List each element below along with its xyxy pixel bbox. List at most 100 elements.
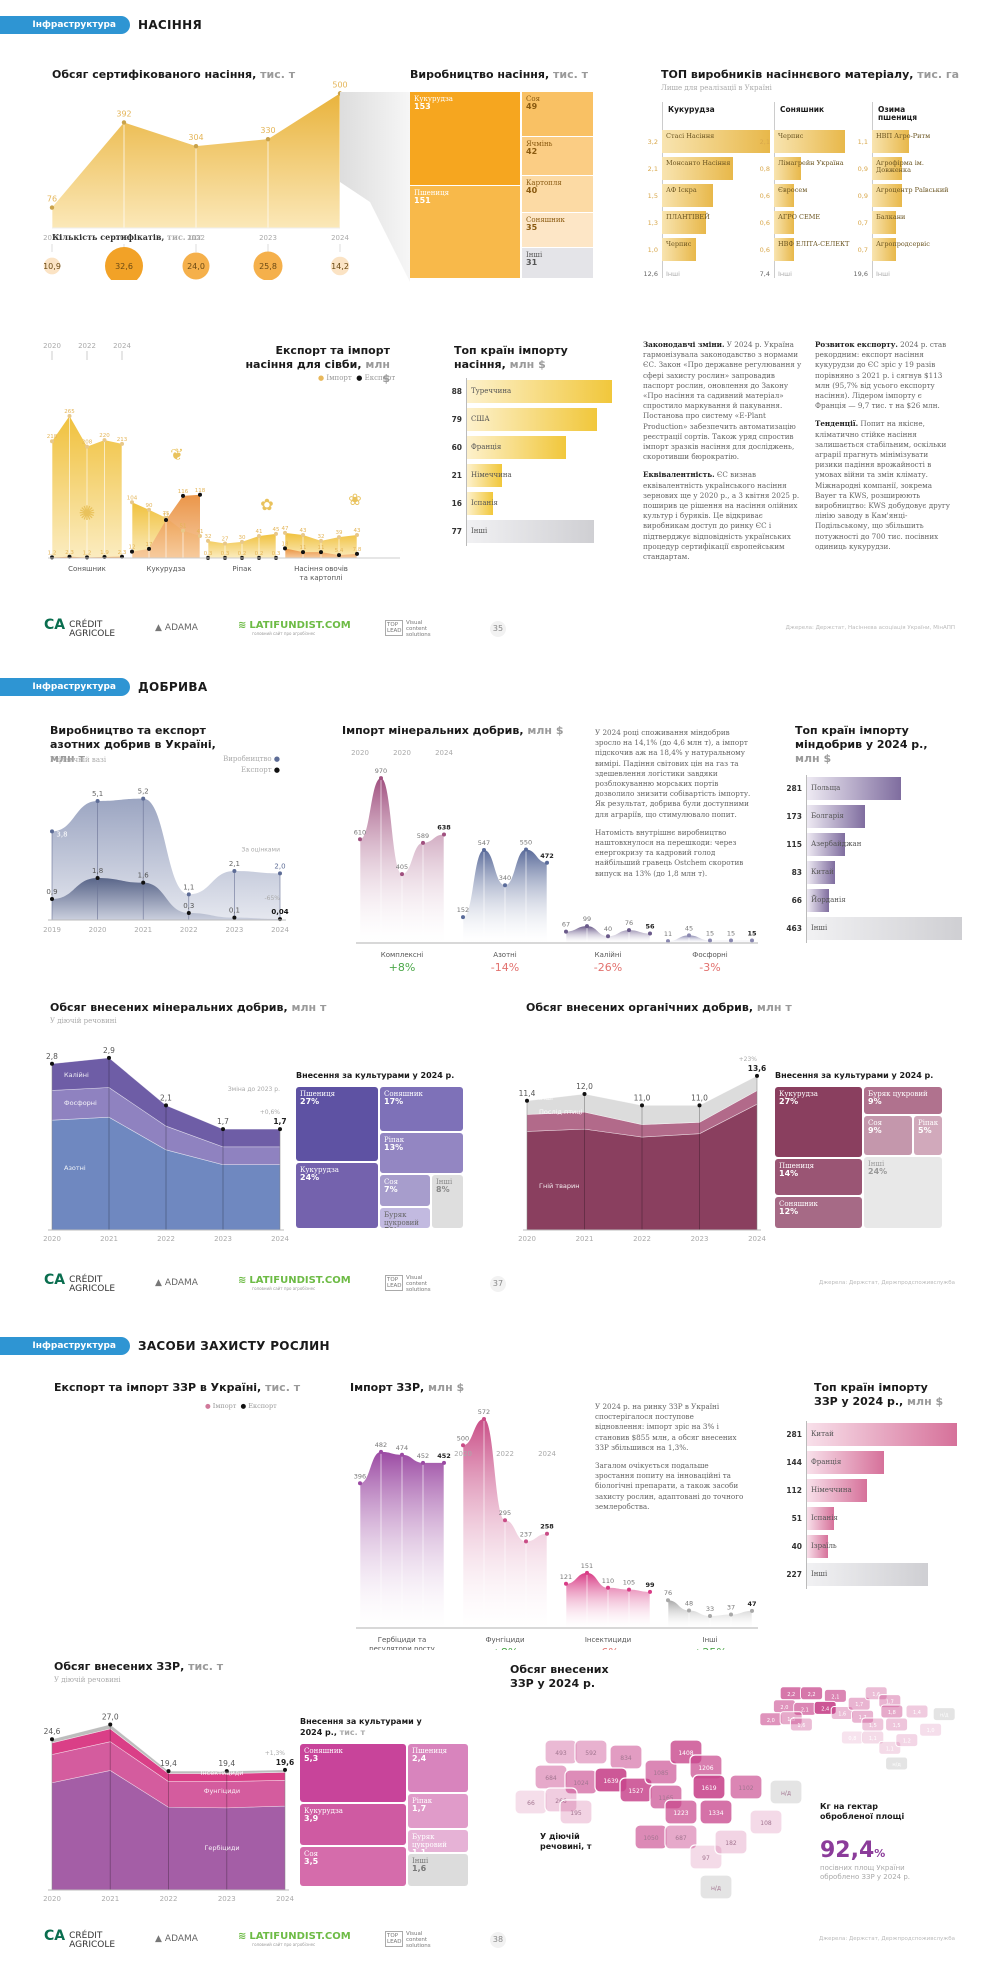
certificate-bubble — [253, 251, 283, 280]
data-label: 452 — [417, 1452, 429, 1460]
funnel-decoration — [340, 92, 410, 282]
import-label: 32 — [318, 534, 325, 540]
kg-map-region-value: 1,1 — [869, 1736, 877, 1742]
section-tag: Інфраструктура — [0, 16, 130, 34]
data-point — [482, 1417, 486, 1421]
import-point — [206, 538, 210, 543]
export-label: 0,2 — [238, 551, 247, 557]
bar-label: Інші — [811, 1570, 828, 1578]
title-unit: млн $ — [527, 724, 564, 737]
total-label: 11,4 — [519, 1089, 536, 1098]
export-label: 0,2 — [255, 551, 264, 557]
certified-seed-chart: 76 2020 392 2021 304 2022 330 2023 500 2024 10,9 32… — [43, 80, 349, 280]
producer-value: 1,0 — [647, 246, 658, 254]
chart-title-mineral-applied: Обсяг внесених мінеральних добрив, млн т — [50, 1001, 326, 1015]
treemap-cell: Інші 8% — [432, 1175, 463, 1228]
export-label: 0,9 — [46, 888, 57, 896]
mineral-import-chart: 610 970 405 589 638 Комплексні +8% 152 547 340 550… — [351, 749, 758, 974]
treemap-cell: Соняшник 35 — [522, 213, 593, 247]
map-region-value: 1619 — [701, 1785, 716, 1792]
data-label: 99 — [645, 1581, 655, 1589]
bar-value: 112 — [786, 1486, 802, 1495]
logo-toplead: TOP LEADVisual content solutions — [385, 620, 436, 638]
data-point — [193, 143, 199, 149]
producer-value: 0,8 — [759, 165, 770, 173]
producer-value: 0,6 — [759, 246, 770, 254]
chart-title-pesticide-applied: Обсяг внесених ЗЗР, тис. т — [54, 1660, 223, 1674]
chart-title-certified-seed: Обсяг сертифікованого насіння, тис. т — [52, 68, 295, 82]
total-label: 1,7 — [273, 1117, 286, 1126]
bar-axis — [806, 1421, 807, 1589]
bar-value: 115 — [786, 840, 802, 849]
map-region-value: 1102 — [738, 1785, 753, 1792]
map-region — [574, 1739, 608, 1765]
import-point — [67, 414, 72, 419]
data-point — [442, 832, 446, 837]
legend-dot: ● — [273, 755, 280, 763]
data-label: 330 — [260, 126, 275, 135]
kg-map-region-value: н/д — [892, 1762, 901, 1768]
import-point — [257, 534, 261, 539]
data-label: 33 — [706, 1605, 714, 1613]
data-label: 121 — [560, 1573, 572, 1581]
treemap-cell: Соняшник 5,3 — [300, 1744, 406, 1802]
title-text: Експорт та імпорт насіння для сівби, — [245, 344, 390, 371]
data-point — [379, 1449, 383, 1454]
data-label: 11 — [664, 930, 672, 938]
footer-2: CA CRÉDIT AGRICOLE ▲ ADAMA ≋ LATIFUNDIST.COM г… — [0, 1272, 1000, 1302]
treemap-cell-value: 35 — [526, 223, 538, 232]
group-label: Фосфорні — [692, 951, 727, 959]
export-label: 11 — [318, 545, 325, 551]
import-label: 27 — [222, 537, 229, 543]
bar-axis — [806, 775, 807, 943]
data-point — [648, 931, 652, 936]
mineral-applied-subtitle: У діючій речовині — [50, 1017, 117, 1025]
latifundist-tagline: головний сайт про агробізнес — [252, 1942, 316, 1947]
latifundist-text: LATIFUNDIST.COM — [249, 1931, 351, 1942]
data-point — [666, 1598, 670, 1603]
import-label: 45 — [273, 527, 280, 533]
para-bold: Еквівалентність. — [643, 470, 715, 480]
producer-label: ПЛАНТІВЕЙ — [666, 213, 710, 221]
title-unit: млн т — [50, 752, 85, 765]
bar-label: Болгарія — [811, 812, 844, 820]
x-tick-label: 2022 — [157, 1235, 175, 1243]
group-label: Кукурудза — [147, 565, 186, 573]
treemap-cell-label: Інші — [436, 1178, 453, 1186]
data-point — [400, 1452, 404, 1457]
data-label: 76 — [47, 195, 57, 204]
data-label: 152 — [457, 906, 469, 914]
x-tick-label: 2023 — [214, 1235, 232, 1243]
data-label: 547 — [478, 839, 490, 847]
treemap-cell: Пшениця 151 — [410, 186, 520, 278]
bar-value: 144 — [786, 1458, 802, 1467]
bar-value: 83 — [791, 868, 802, 877]
map-region-value: 97 — [702, 1855, 710, 1862]
adama-icon: ▲ — [155, 1278, 162, 1288]
producer-bar — [872, 238, 896, 261]
map-region-value: 493 — [555, 1750, 567, 1757]
total-point — [166, 1769, 171, 1774]
kg-map-region-value: 2,1 — [831, 1694, 839, 1700]
bar-label: Іспанія — [471, 499, 498, 507]
export-point — [164, 517, 168, 522]
group-title: Озима пшениця — [878, 105, 918, 122]
credit-agricole-text: CRÉDIT AGRICOLE — [69, 620, 116, 639]
producer-value: 1,5 — [647, 192, 658, 200]
change-label: +25% — [693, 1646, 727, 1650]
treemap-cell-value: 24% — [300, 1173, 320, 1182]
pesticide-applied-subtitle: У діючій речовині — [54, 1676, 121, 1684]
x-tick-label: 2024 — [271, 926, 289, 934]
change-label: +1,3% — [265, 1750, 286, 1757]
kg-map-region — [878, 1740, 902, 1755]
logo-latifundist: ≋ LATIFUNDIST.COM головний сайт про агробі… — [238, 1275, 351, 1291]
export-point — [198, 492, 202, 497]
title-unit: тис. т — [188, 1660, 224, 1673]
production-label: 2,1 — [229, 860, 240, 868]
total-label: 2,9 — [103, 1046, 115, 1055]
year-label: 2024 — [113, 342, 131, 350]
import-point — [283, 530, 287, 535]
data-label: 472 — [540, 852, 554, 860]
treemap-cell-label: Соя — [526, 95, 540, 103]
data-point — [564, 1581, 568, 1586]
